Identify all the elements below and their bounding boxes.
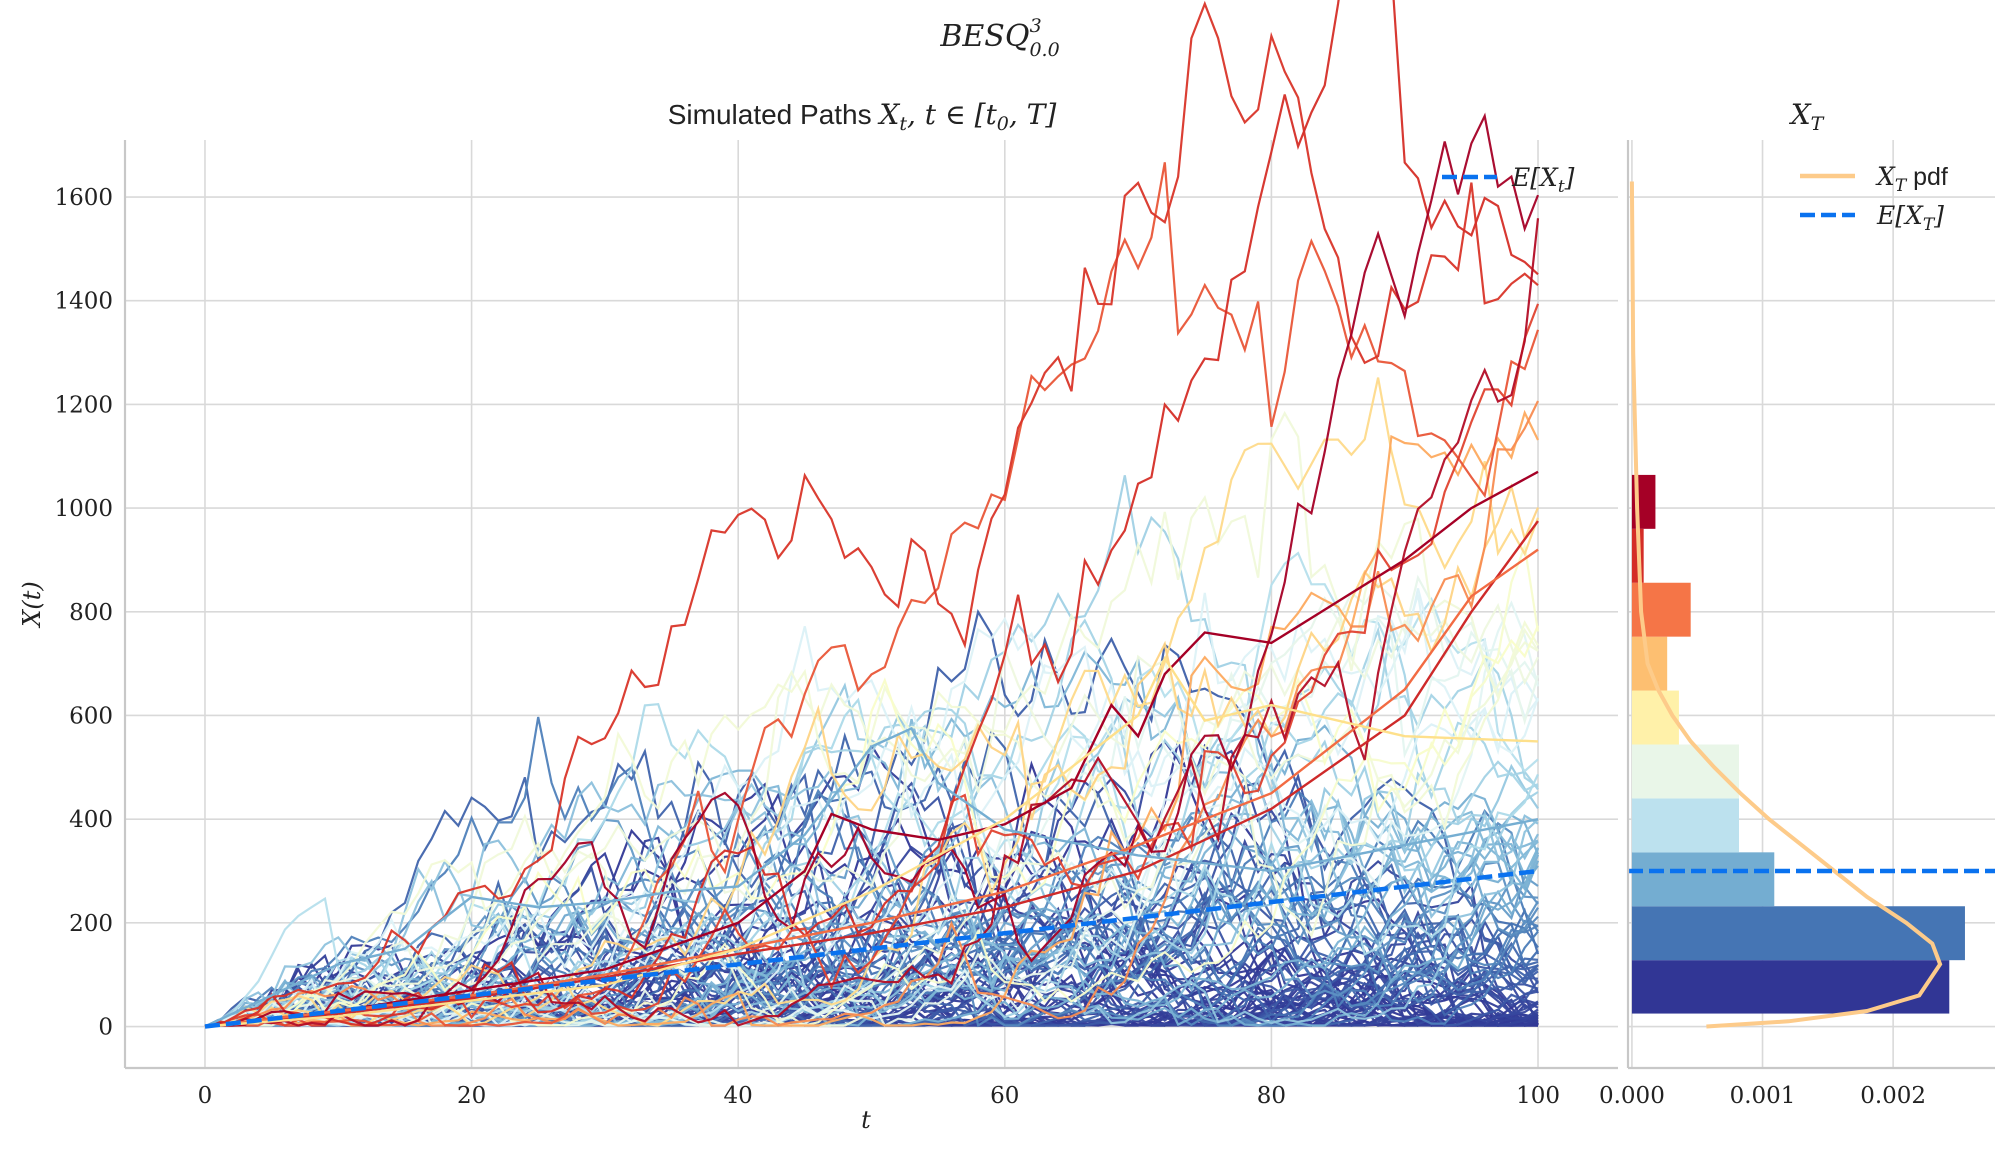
x-tick-label: 80 [1257,1083,1286,1109]
highlighted-path [204,726,1539,1028]
simulated-path [204,400,1539,1028]
simulated-path [204,609,1539,1028]
simulated-path [204,765,1539,1028]
histogram-bars [1631,474,1965,1014]
y-tick-label: 400 [69,807,113,833]
x-tick-label: 0 [198,1083,213,1109]
pdf-curve-group [1629,181,1943,1029]
paths-panel-title: Simulated Paths Xt, t ∈ [t0, T] [668,98,1057,135]
mean-line [204,868,1539,1029]
simulated-path [204,0,1539,1028]
simulated-path [204,0,1539,1028]
y-tick-label: 1600 [54,185,113,211]
mean-line-group [204,868,1539,1029]
x-tick-label: 0.000 [1599,1083,1665,1109]
y-tick-label: 1000 [54,496,113,522]
histogram-bar [1631,798,1740,853]
x-tick-label: 100 [1516,1083,1560,1109]
x-tick-label: 60 [990,1083,1019,1109]
pdf-curve [1629,181,1943,1029]
histogram-bar [1631,690,1679,745]
x-axis-label: t [861,1106,871,1134]
simulated-path [204,551,1539,1028]
histogram-bar [1631,744,1740,799]
legend-pdf-label: XT pdf [1875,162,1948,196]
histogram-bar [1631,960,1950,1014]
simulated-path [204,482,1540,1028]
simulated-path [204,789,1539,1028]
highlighted-path [204,470,1539,1028]
simulated-path [204,625,1540,1028]
simulated-path [204,592,1540,1028]
simulated-path [204,682,1539,1028]
x-tick-label: 40 [724,1083,753,1109]
simulated-path [204,620,1539,1028]
y-tick-label: 200 [69,911,113,937]
legend-mean-label: E[Xt] [1511,163,1575,197]
paths-tick-labels: 0 20 40 60 80 1000200400600800100012001400160… [54,185,1560,1109]
y-tick-label: 1400 [54,289,113,315]
x-tick-label: 20 [457,1083,486,1109]
x-tick-label: 0.002 [1860,1083,1926,1109]
paths-axes [123,140,1618,1070]
y-tick-label: 1200 [54,392,113,418]
simulated-path [204,697,1539,1028]
paths-legend: E[Xt] [1442,163,1575,197]
x-tick-label: 0.001 [1730,1083,1796,1109]
histogram-bar [1631,852,1775,907]
simulated-path [204,410,1539,1028]
y-tick-label: 600 [69,703,113,729]
terminal-axes [1626,140,1995,1070]
simulated-paths [204,0,1540,1028]
simulated-path [204,162,1540,1028]
terminal-panel-title: XT [1789,98,1825,135]
y-axis-label: X(t) [18,581,46,628]
terminal-distribution-panel: XT 0.000 0.001 0.002 XT pdf E[XT] [1599,98,1995,1109]
paths-panel: Simulated Paths Xt, t ∈ [t0, T] 0 20 40 60 8… [18,0,1618,1134]
simulated-path [204,218,1540,1028]
figure-suptitle: BESQ0.03 [939,15,1059,61]
y-tick-label: 0 [98,1015,113,1041]
terminal-legend: XT pdf E[XT] [1800,162,1948,235]
histogram-bar [1631,906,1965,961]
suptitle-main: BESQ [939,19,1029,54]
suptitle-sub: 0.0 [1029,39,1059,61]
y-tick-label: 800 [69,600,113,626]
paths-gridlines [125,140,1618,1068]
highlighted-path [204,548,1539,1028]
highlighted-path [204,520,1539,1028]
suptitle-sup: 3 [1030,15,1042,37]
legend-terminal-mean-label: E[XT] [1876,201,1944,235]
highlighted-path [204,655,1539,1028]
terminal-tick-labels: 0.000 0.001 0.002 [1599,1083,1926,1109]
